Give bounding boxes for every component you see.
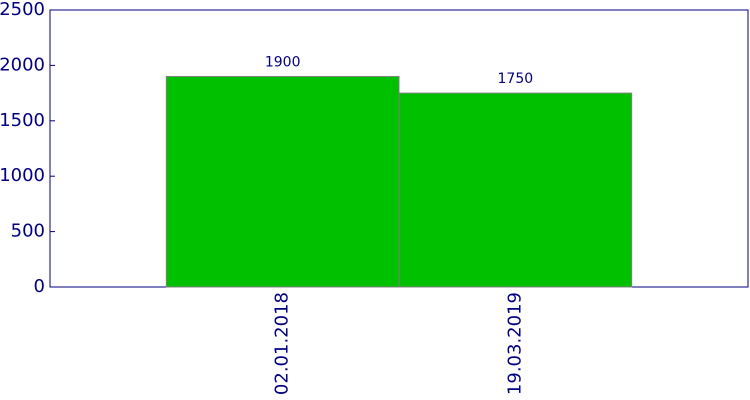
y-tick-label: 1000 xyxy=(0,165,45,186)
y-tick-label: 0 xyxy=(34,276,45,297)
y-tick-label: 1500 xyxy=(0,110,45,131)
value-label: 1900 xyxy=(265,54,301,70)
x-tick-label: 02.01.2018 xyxy=(272,292,293,395)
y-tick-label: 2500 xyxy=(0,0,45,20)
x-tick-label: 19.03.2019 xyxy=(504,292,525,395)
bar xyxy=(165,75,400,288)
value-label: 1750 xyxy=(498,71,534,87)
y-tick-label: 500 xyxy=(11,221,45,242)
bar xyxy=(398,92,633,288)
y-tick-label: 2000 xyxy=(0,54,45,75)
